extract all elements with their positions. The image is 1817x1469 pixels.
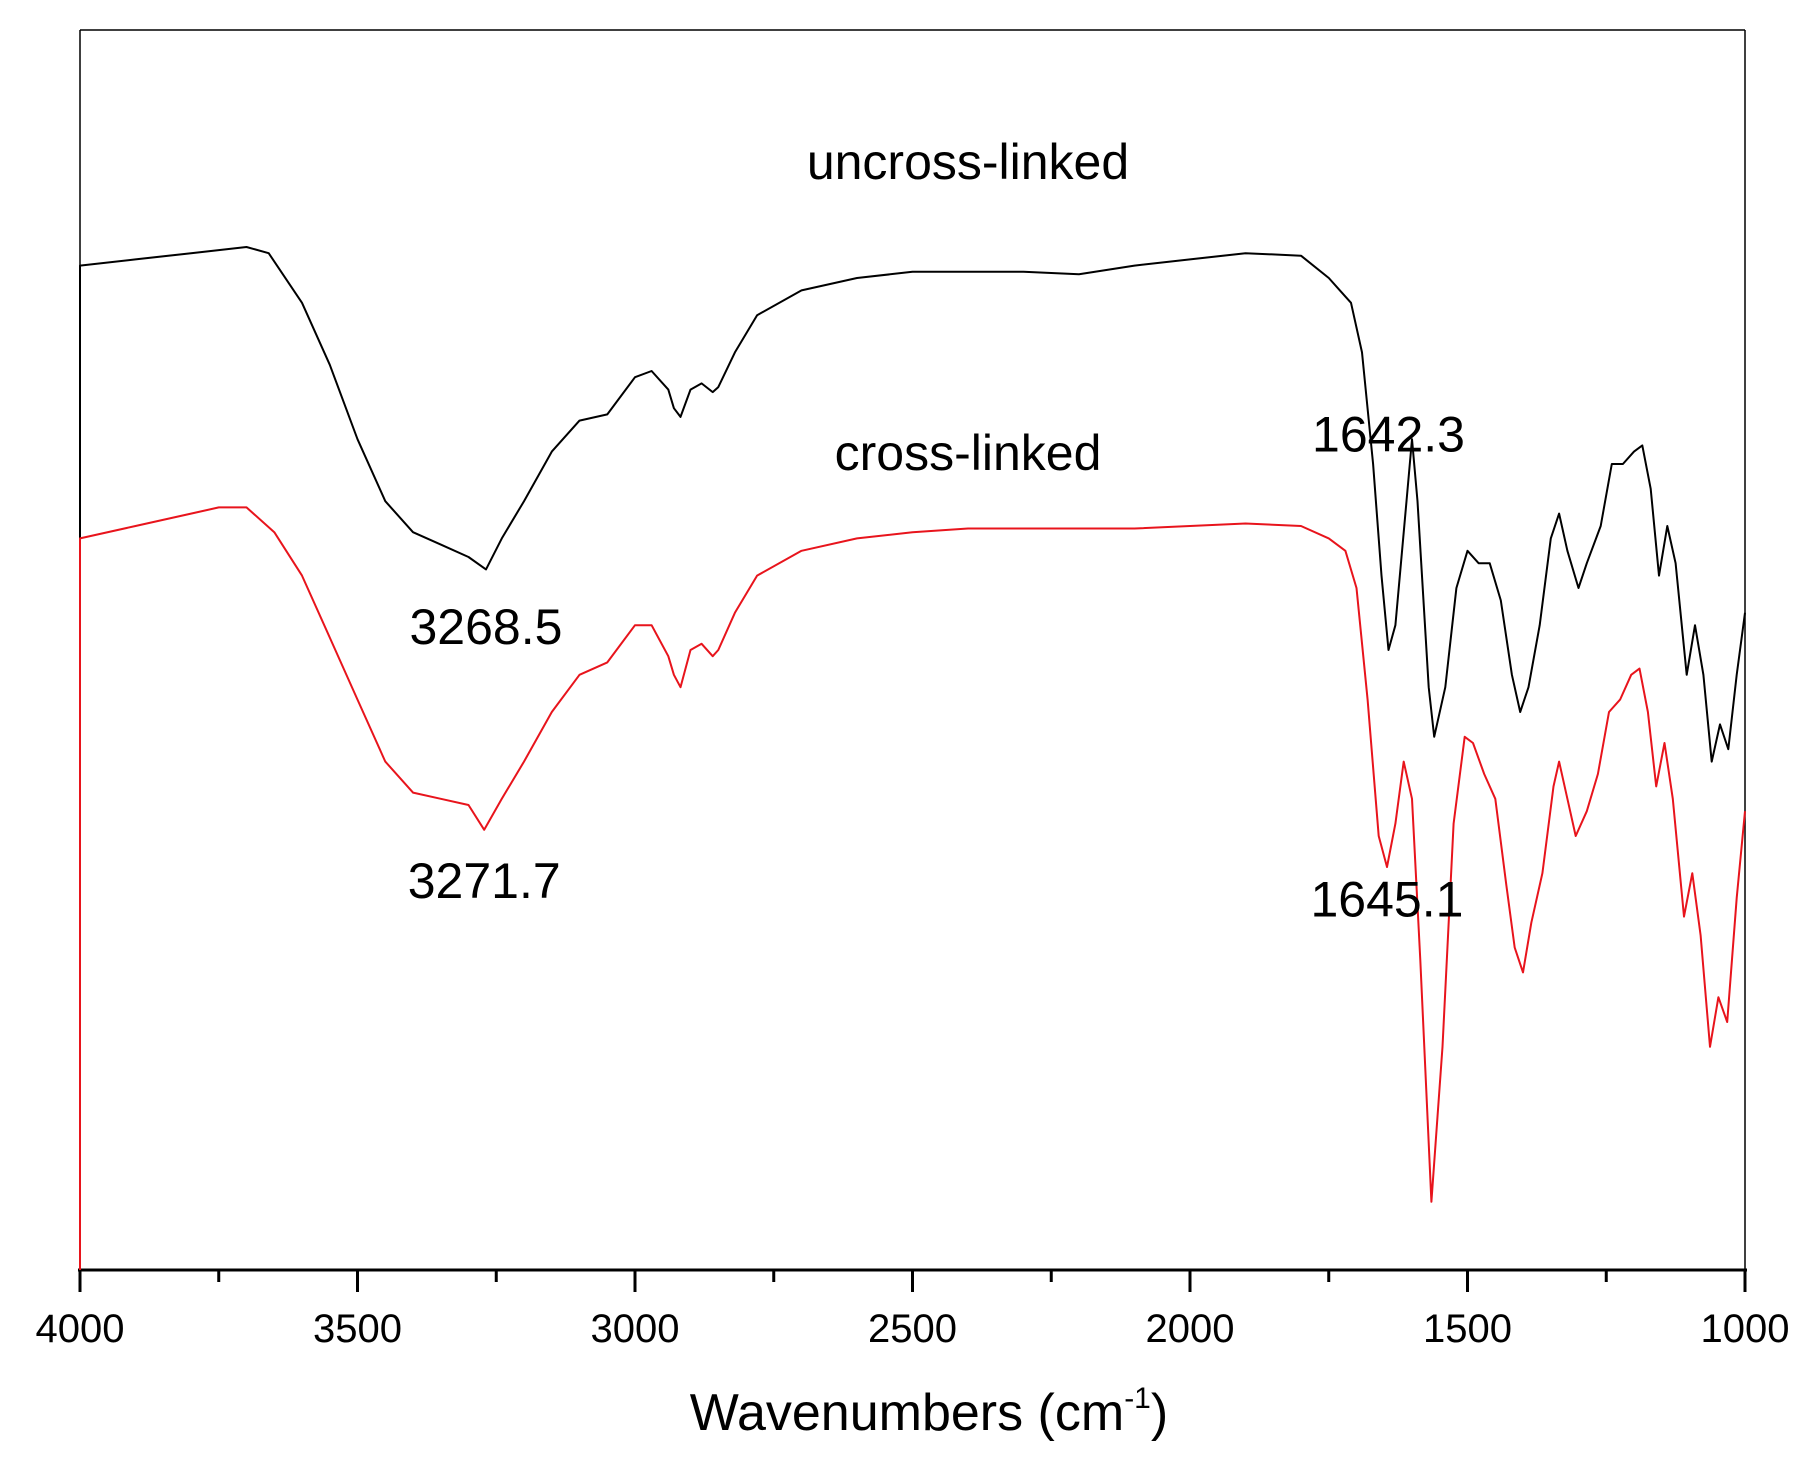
x-tick-label: 2000 [1146,1307,1235,1351]
series-line-uncross-linked [79,246,1746,1270]
annotations: uncross-linked 3268.5 1642.3 cross-linked 32… [408,134,1465,928]
x-axis-label-sup: -1 [1124,1382,1151,1415]
series-line-cross-linked [79,506,1746,1270]
x-tick-label: 4000 [36,1307,125,1351]
x-axis-ticks: 4000 3500 3000 2500 2000 1500 1000 [36,1270,1790,1351]
annotation-3268-5: 3268.5 [410,599,563,655]
annotation-1642-3: 1642.3 [1312,407,1465,463]
plot-frame [78,29,1747,1272]
x-tick-label: 3000 [591,1307,680,1351]
annotation-cross-linked: cross-linked [835,425,1102,481]
series-group [79,246,1746,1270]
x-axis-label-tail: ) [1151,1384,1168,1442]
x-tick-label: 3500 [313,1307,402,1351]
annotation-3271-7: 3271.7 [408,853,561,909]
x-axis-label: Wavenumbers (cm-1) [690,1382,1168,1442]
annotation-uncross-linked: uncross-linked [807,134,1129,190]
annotation-1645-1: 1645.1 [1311,872,1464,928]
x-tick-label: 1500 [1423,1307,1512,1351]
x-tick-label: 1000 [1701,1307,1790,1351]
x-axis-label-main: Wavenumbers (cm [690,1384,1124,1442]
x-tick-label: 2500 [868,1307,957,1351]
